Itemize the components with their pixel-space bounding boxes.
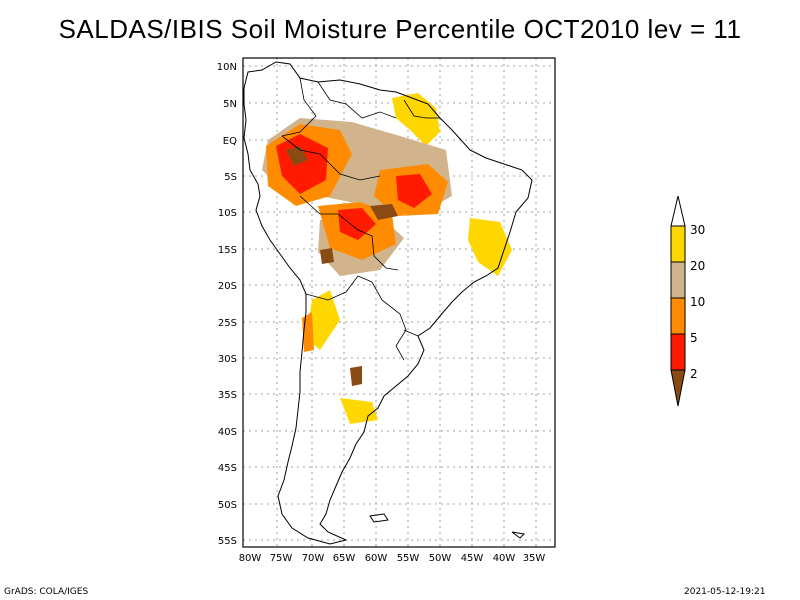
lat-label: 5S — [224, 172, 237, 183]
colorbar-label: 5 — [690, 331, 698, 345]
shade-20to30-pampa — [306, 290, 340, 350]
lat-label: 55S — [218, 536, 237, 547]
lon-label: 35W — [523, 553, 546, 564]
lon-label: 80W — [239, 553, 262, 564]
map-title: SALDAS/IBIS Soil Moisture Percentile OCT… — [58, 14, 742, 44]
lon-label: 55W — [397, 553, 420, 564]
shade-20to30-south — [340, 398, 378, 424]
colorbar-label: 30 — [690, 223, 705, 237]
country-borders — [281, 77, 440, 361]
lon-axis: 80W 75W 70W 65W 60W 55W 50W 45W 40W 35W — [239, 553, 546, 564]
colorbar-seg-5to10 — [670, 297, 686, 335]
shade-lt2-para — [370, 204, 398, 220]
lat-label: 50S — [218, 500, 237, 511]
lon-label: 75W — [270, 553, 293, 564]
lat-label: 35S — [218, 390, 237, 401]
lat-label: 15S — [218, 245, 237, 256]
colorbar-label: 20 — [690, 259, 705, 273]
shade-lt2-bolivia — [320, 248, 334, 264]
shade-20to30-east — [468, 218, 512, 276]
lat-axis: 10N 5N EQ 5S 10S 15S 20S 25S 30S 35S 40S… — [217, 62, 237, 547]
lat-label: 10N — [217, 62, 237, 73]
falklands — [369, 513, 389, 523]
colorbar-seg-2to5 — [670, 333, 686, 371]
shade-20to30-north — [392, 93, 440, 146]
colorbar-label: 2 — [690, 367, 698, 381]
lat-label: 20S — [218, 281, 237, 292]
lon-label: 70W — [302, 553, 325, 564]
colorbar-seg-10to20 — [670, 261, 686, 299]
lat-label: 25S — [218, 318, 237, 329]
lon-label: 40W — [493, 553, 516, 564]
colorbar-labels: 30 20 10 5 2 — [690, 223, 705, 381]
colorbar — [670, 195, 686, 407]
colorbar-label: 10 — [690, 295, 705, 309]
shade-2to5-para — [396, 174, 432, 208]
colorbar-top-arrow — [670, 195, 686, 227]
lon-label: 50W — [429, 553, 452, 564]
lat-label: 40S — [218, 427, 237, 438]
shade-lt2-west — [286, 146, 308, 166]
shade-2to5-mato — [338, 208, 376, 240]
lat-label: 10S — [218, 208, 237, 219]
colorbar-bottom-arrow — [670, 369, 686, 407]
shade-lt2-argentina — [350, 366, 362, 386]
lat-label: EQ — [223, 136, 237, 147]
lon-label: 45W — [461, 553, 484, 564]
lat-label: 30S — [218, 354, 237, 365]
lon-label: 65W — [333, 553, 356, 564]
lat-label: 45S — [218, 463, 237, 474]
percentile-shading — [262, 93, 512, 424]
lat-label: 5N — [223, 99, 237, 110]
footer-credit: GrADS: COLA/IGES — [4, 587, 89, 597]
south-georgia — [511, 531, 526, 539]
plot-frame — [242, 57, 556, 548]
lon-label: 60W — [365, 553, 388, 564]
continent-outline — [243, 61, 533, 545]
colorbar-seg-20to30 — [670, 225, 686, 263]
shade-2to5-west — [276, 134, 328, 194]
footer-timestamp: 2021-05-12-19:21 — [684, 587, 766, 597]
